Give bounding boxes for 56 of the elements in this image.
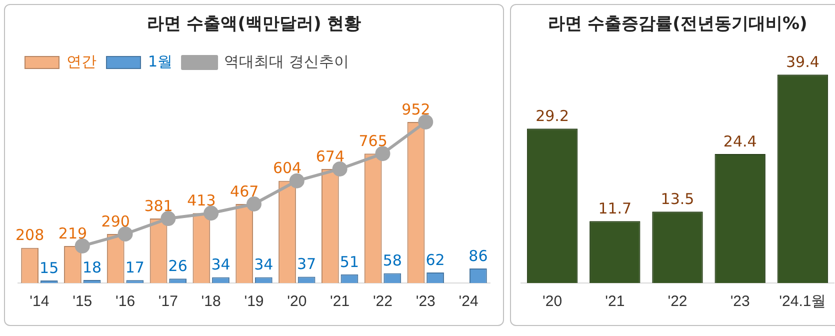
x-tick-label: '24 <box>458 293 478 310</box>
x-tick-label: '24.1월 <box>779 293 826 310</box>
x-tick-label: '23 <box>416 293 436 310</box>
legend-label: 역대최대 경신추이 <box>224 52 349 70</box>
data-label: 18 <box>82 258 102 276</box>
data-label: 208 <box>15 226 44 244</box>
point <box>160 211 176 226</box>
chart-title: 라면 수출증감률(전년동기대비%) <box>546 13 808 36</box>
data-label: 24.4 <box>723 132 757 150</box>
data-label: 37 <box>297 255 316 274</box>
point <box>375 146 390 162</box>
data-label: 467 <box>230 182 259 200</box>
data-label: 765 <box>358 132 388 150</box>
point <box>289 173 304 188</box>
data-label: 39.4 <box>786 53 820 72</box>
point <box>418 114 434 130</box>
data-label: 29.2 <box>536 106 570 125</box>
x-tick-label: '18 <box>201 293 221 310</box>
data-label: 674 <box>316 147 344 166</box>
x-tick-label: '14 <box>30 293 50 310</box>
point <box>74 238 90 254</box>
legend-label: 연간 <box>66 52 96 70</box>
data-label: 62 <box>426 250 445 269</box>
data-label: 13.5 <box>660 190 694 208</box>
x-tick-label: '23 <box>730 293 750 310</box>
point <box>246 196 262 212</box>
x-tick-label: '22 <box>372 293 393 310</box>
data-label: 17 <box>125 258 144 277</box>
data-label: 952 <box>402 100 430 118</box>
data-label: 15 <box>40 258 59 277</box>
data-label: 58 <box>382 252 402 270</box>
x-tick-label: '16 <box>115 293 136 310</box>
data-label: 34 <box>254 256 274 274</box>
point <box>332 161 348 176</box>
chart-title: 라면 수출액(백만달러) 현황 <box>146 13 362 36</box>
x-tick-label: '20 <box>287 293 307 310</box>
data-label: 413 <box>187 192 216 210</box>
data-label: 26 <box>168 256 188 275</box>
x-tick-label: '20 <box>542 293 562 310</box>
data-label: 34 <box>211 256 230 274</box>
x-tick-label: '19 <box>244 293 264 310</box>
data-label: 604 <box>272 159 302 178</box>
x-tick-label: '21 <box>605 293 625 310</box>
x-tick-label: '22 <box>668 293 688 310</box>
data-label: 290 <box>101 212 130 230</box>
x-tick-label: '21 <box>330 293 350 310</box>
x-tick-label: '15 <box>72 293 92 310</box>
data-label: 51 <box>340 252 360 271</box>
data-label: 11.7 <box>598 200 632 218</box>
x-tick-label: '17 <box>158 293 178 310</box>
data-label: 381 <box>144 196 173 215</box>
data-label: 219 <box>58 224 88 242</box>
point <box>118 226 133 242</box>
point <box>204 206 219 221</box>
legend-label: 1월 <box>148 52 173 70</box>
data-label: 86 <box>468 246 488 265</box>
